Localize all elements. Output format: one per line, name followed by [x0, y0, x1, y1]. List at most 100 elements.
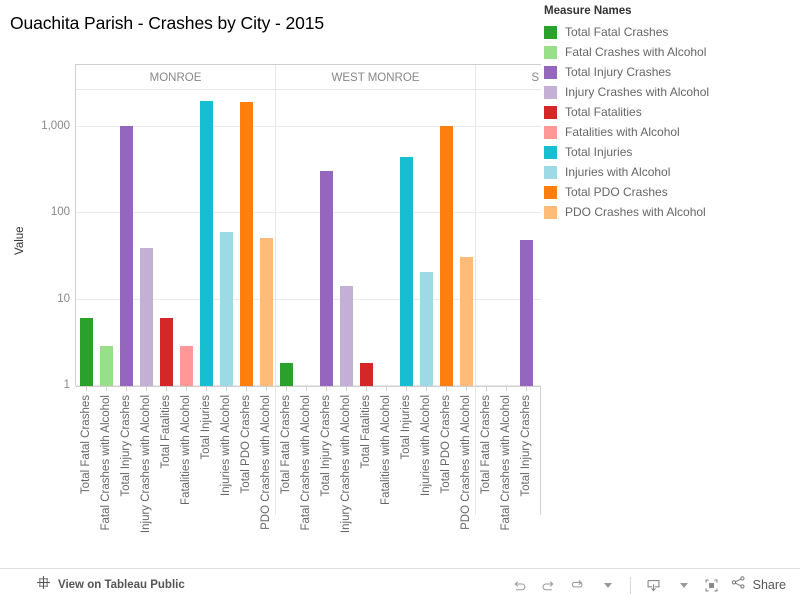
x-tick	[486, 387, 487, 391]
x-tick	[126, 387, 127, 391]
chevron-down-icon	[604, 582, 613, 588]
x-tick	[166, 387, 167, 391]
redo-button[interactable]	[536, 572, 562, 598]
x-axis-tick-label: Total Fatal Crashes	[480, 395, 492, 495]
legend-item[interactable]: Injuries with Alcohol	[541, 162, 800, 182]
bar[interactable]	[99, 346, 113, 386]
fullscreen-button[interactable]	[699, 572, 725, 598]
legend-item[interactable]: Total Injury Crashes	[541, 62, 800, 82]
bar[interactable]	[79, 317, 93, 386]
x-tick	[426, 387, 427, 391]
bar[interactable]	[519, 239, 533, 386]
bar[interactable]	[119, 125, 133, 386]
legend-color-swatch	[544, 65, 557, 79]
x-axis-tick-label: Total PDO Crashes	[240, 395, 252, 494]
x-axis-tick-label: Total Injury Crashes	[520, 395, 532, 497]
x-axis-tick-label: Injury Crashes with Alcohol	[340, 395, 352, 534]
bar[interactable]	[179, 346, 193, 386]
x-axis-tick-label: Fatalities with Alcohol	[380, 395, 392, 505]
legend-color-swatch	[544, 125, 557, 139]
legend-item-label: Fatal Crashes with Alcohol	[565, 44, 707, 59]
download-button[interactable]	[641, 572, 667, 598]
legend-item-label: Total PDO Crashes	[565, 184, 668, 199]
view-on-tableau-public-link[interactable]: View on Tableau Public	[36, 575, 185, 595]
bar[interactable]	[199, 101, 213, 386]
x-tick	[106, 387, 107, 391]
bar[interactable]	[219, 232, 233, 386]
gridline	[76, 125, 541, 127]
legend-item-label: Total Injury Crashes	[565, 64, 672, 79]
legend-color-swatch	[544, 85, 557, 99]
bar[interactable]	[239, 102, 253, 386]
share-button[interactable]: Share	[728, 572, 790, 598]
x-label-panel-divider	[275, 387, 276, 515]
revert-button[interactable]	[565, 572, 591, 598]
x-tick	[146, 387, 147, 391]
x-axis-tick-label: Fatal Crashes with Alcohol	[500, 395, 512, 531]
x-tick	[306, 387, 307, 391]
y-axis-line	[75, 64, 76, 386]
legend-item[interactable]: PDO Crashes with Alcohol	[541, 202, 800, 222]
view-on-tableau-public-label: View on Tableau Public	[58, 578, 185, 591]
x-axis-tick-label: Total PDO Crashes	[440, 395, 452, 494]
y-tick-label: 1	[63, 379, 70, 391]
x-axis-tick-label: Total Fatal Crashes	[280, 395, 292, 495]
bar[interactable]	[419, 272, 433, 386]
x-tick	[466, 387, 467, 391]
x-tick	[246, 387, 247, 391]
legend-item[interactable]: Injury Crashes with Alcohol	[541, 82, 800, 102]
legend-color-swatch	[544, 185, 557, 199]
x-axis-tick-label: Total Injuries	[200, 395, 212, 460]
bar[interactable]	[459, 257, 473, 386]
legend-item[interactable]: Fatal Crashes with Alcohol	[541, 42, 800, 62]
legend-item[interactable]: Total Fatalities	[541, 102, 800, 122]
x-axis-tick-label: Injury Crashes with Alcohol	[140, 395, 152, 534]
x-axis-right-rule	[540, 387, 541, 515]
legend-item[interactable]: Total Fatal Crashes	[541, 22, 800, 42]
legend-item[interactable]: Total Injuries	[541, 142, 800, 162]
x-tick	[446, 387, 447, 391]
bar[interactable]	[439, 125, 453, 386]
x-tick	[86, 387, 87, 391]
x-tick	[506, 387, 507, 391]
bar[interactable]	[139, 248, 153, 386]
panel-divider	[275, 90, 276, 386]
x-axis-tick-label: Total Fatal Crashes	[80, 395, 92, 495]
bar[interactable]	[319, 170, 333, 386]
x-tick	[186, 387, 187, 391]
gridline	[76, 385, 541, 386]
legend-item-label: Injury Crashes with Alcohol	[565, 84, 710, 99]
x-tick	[406, 387, 407, 391]
legend-color-swatch	[544, 45, 557, 59]
legend-item[interactable]: Total PDO Crashes	[541, 182, 800, 202]
legend-item[interactable]: Fatalities with Alcohol	[541, 122, 800, 142]
x-axis-tick-label: PDO Crashes with Alcohol	[460, 395, 472, 530]
page-title: Ouachita Parish - Crashes by City - 2015	[10, 13, 325, 33]
legend-item-label: Injuries with Alcohol	[565, 164, 671, 179]
bar[interactable]	[159, 317, 173, 386]
panel-divider	[475, 90, 476, 386]
bar[interactable]	[259, 238, 273, 386]
x-axis-tick-label: Total Fatalities	[160, 395, 172, 469]
legend-title: Measure Names	[544, 5, 632, 17]
legend-color-swatch	[544, 165, 557, 179]
undo-button[interactable]	[507, 572, 533, 598]
bar[interactable]	[279, 362, 293, 386]
bottom-toolbar: View on Tableau Public	[0, 568, 800, 600]
bar[interactable]	[399, 157, 413, 386]
bar[interactable]	[359, 362, 373, 386]
x-tick	[266, 387, 267, 391]
revert-dropdown-arrow[interactable]	[594, 572, 620, 598]
y-tick-label: 100	[50, 206, 70, 218]
x-axis-tick-label: PDO Crashes with Alcohol	[260, 395, 272, 530]
legend-color-swatch	[544, 25, 557, 39]
panel-header: S	[531, 71, 539, 84]
panel-header: WEST MONROE	[276, 65, 476, 90]
plot-area	[76, 90, 541, 386]
x-tick	[526, 387, 527, 391]
x-label-panel-divider	[475, 387, 476, 515]
gridline	[76, 298, 541, 300]
download-dropdown-arrow[interactable]	[670, 572, 696, 598]
legend-item-label: Total Injuries	[565, 144, 633, 159]
bar[interactable]	[339, 285, 353, 386]
